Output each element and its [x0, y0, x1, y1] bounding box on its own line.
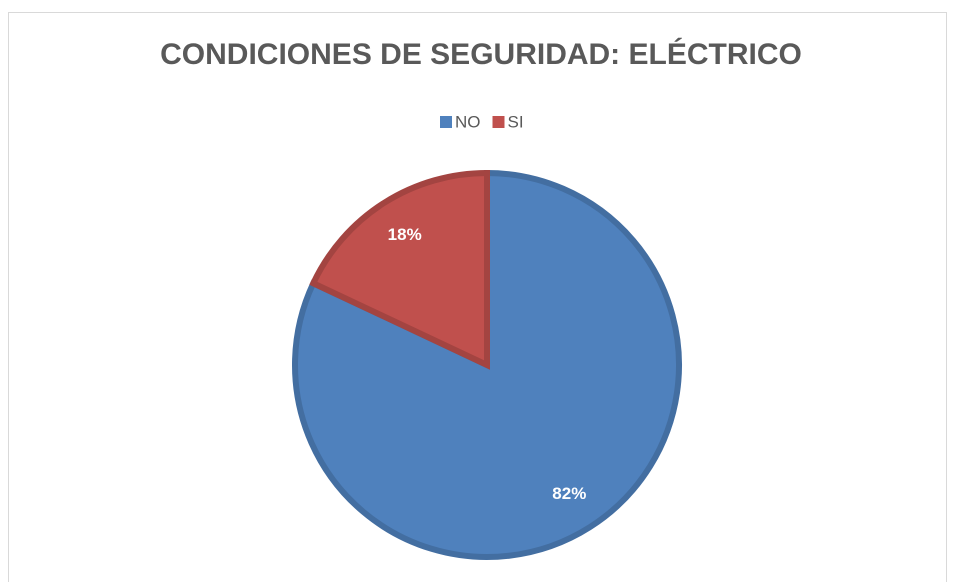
- data-label: 82%: [552, 484, 586, 503]
- legend-swatch: [440, 116, 452, 128]
- legend-label: NO: [455, 112, 481, 131]
- legend-swatch: [492, 116, 505, 128]
- pie-slice: [309, 169, 490, 370]
- data-label: 18%: [388, 225, 422, 244]
- legend-label: SI: [508, 112, 524, 131]
- chart-title: CONDICIONES DE SEGURIDAD: ELÉCTRICO: [160, 37, 802, 71]
